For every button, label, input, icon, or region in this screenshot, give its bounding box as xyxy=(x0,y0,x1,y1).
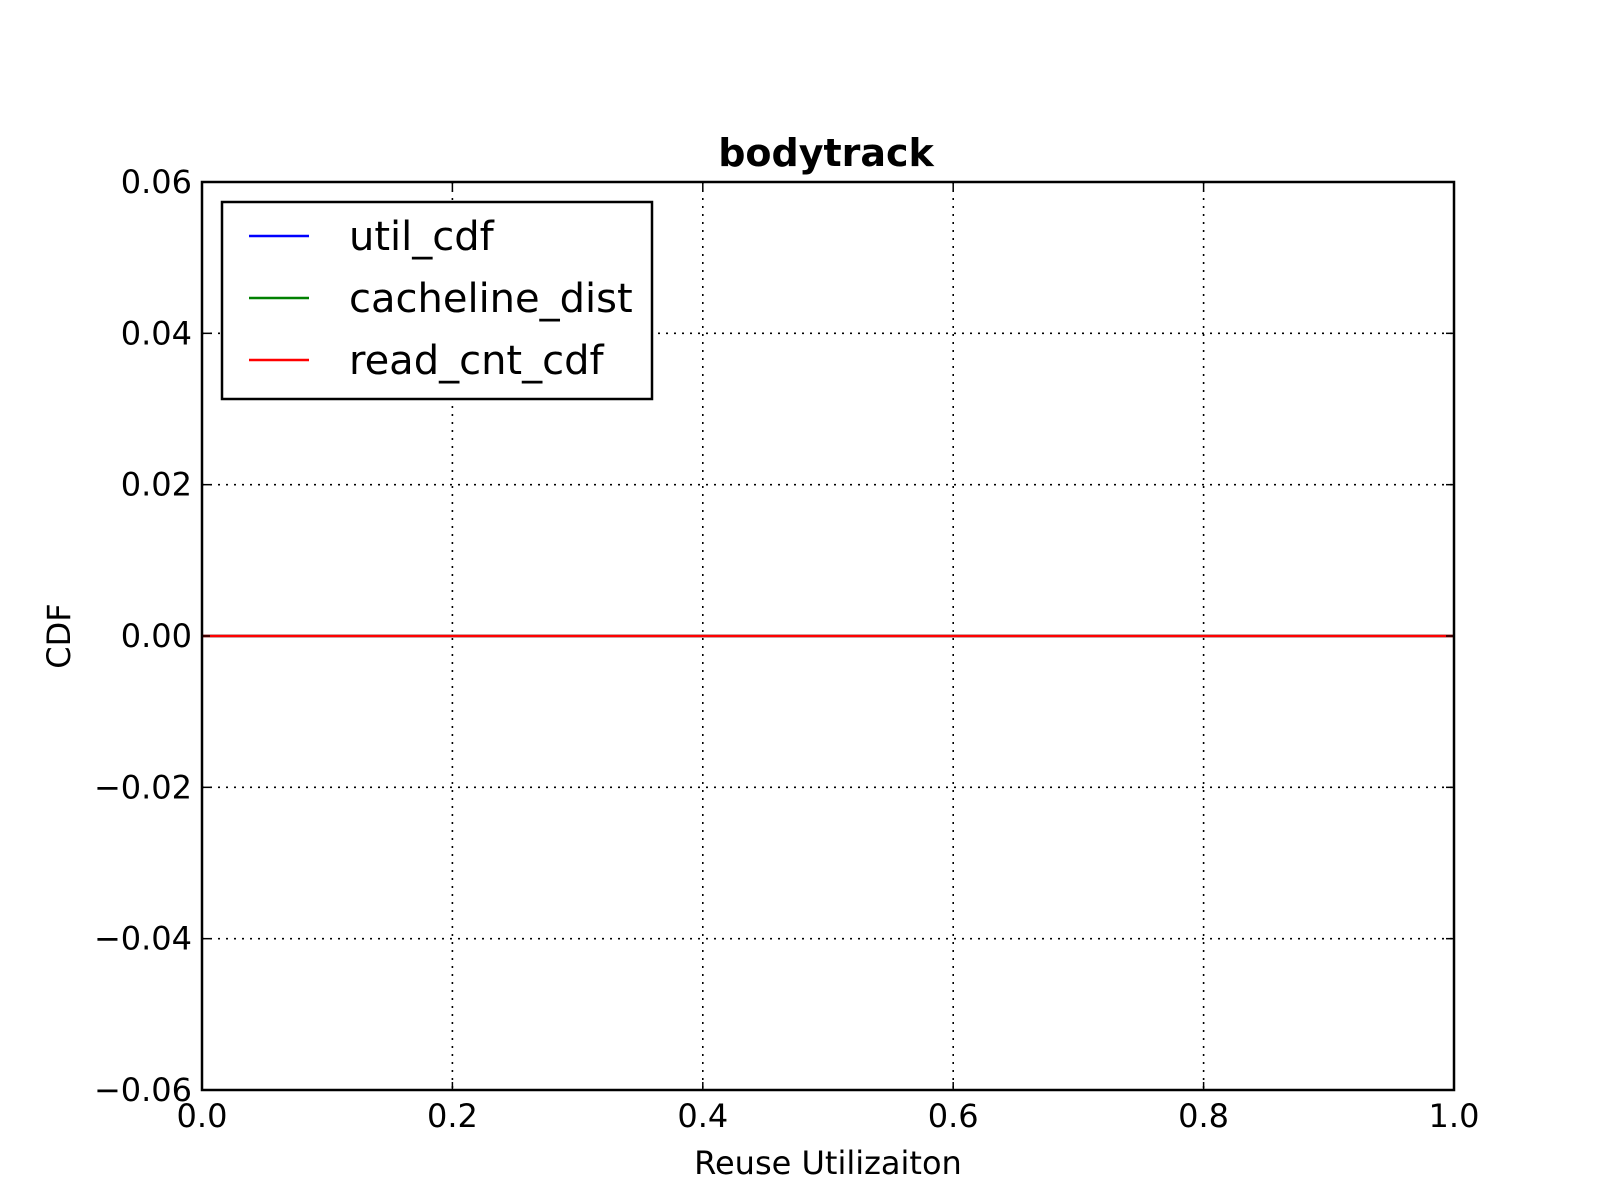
chart-title: bodytrack xyxy=(718,131,934,175)
y-tick-label: 0.06 xyxy=(121,163,192,201)
legend-label: cacheline_dist xyxy=(349,276,633,322)
y-tick-label: −0.02 xyxy=(94,768,192,806)
y-tick-label: 0.00 xyxy=(121,617,192,655)
y-tick-label: 0.04 xyxy=(121,314,192,352)
x-tick-label: 0.0 xyxy=(177,1097,228,1135)
x-tick-label: 1.0 xyxy=(1429,1097,1480,1135)
y-axis-label: CDF xyxy=(40,603,78,668)
legend: util_cdf cacheline_dist read_cnt_cdf xyxy=(220,200,654,401)
legend-label: util_cdf xyxy=(349,214,495,260)
y-tick-label: −0.06 xyxy=(94,1071,192,1109)
ticks: 0.0 0.2 0.4 0.6 0.8 1.0 −0.06 −0.04 −0.02 0.00 0.0… xyxy=(94,163,1480,1135)
x-tick-label: 0.8 xyxy=(1178,1097,1229,1135)
x-tick-label: 0.2 xyxy=(427,1097,478,1135)
y-tick-label: −0.04 xyxy=(94,920,192,958)
x-axis-label: Reuse Utilizaiton xyxy=(694,1144,962,1182)
x-tick-label: 0.4 xyxy=(677,1097,728,1135)
y-tick-label: 0.02 xyxy=(121,466,192,504)
x-tick-label: 0.6 xyxy=(928,1097,979,1135)
legend-label: read_cnt_cdf xyxy=(349,338,604,384)
